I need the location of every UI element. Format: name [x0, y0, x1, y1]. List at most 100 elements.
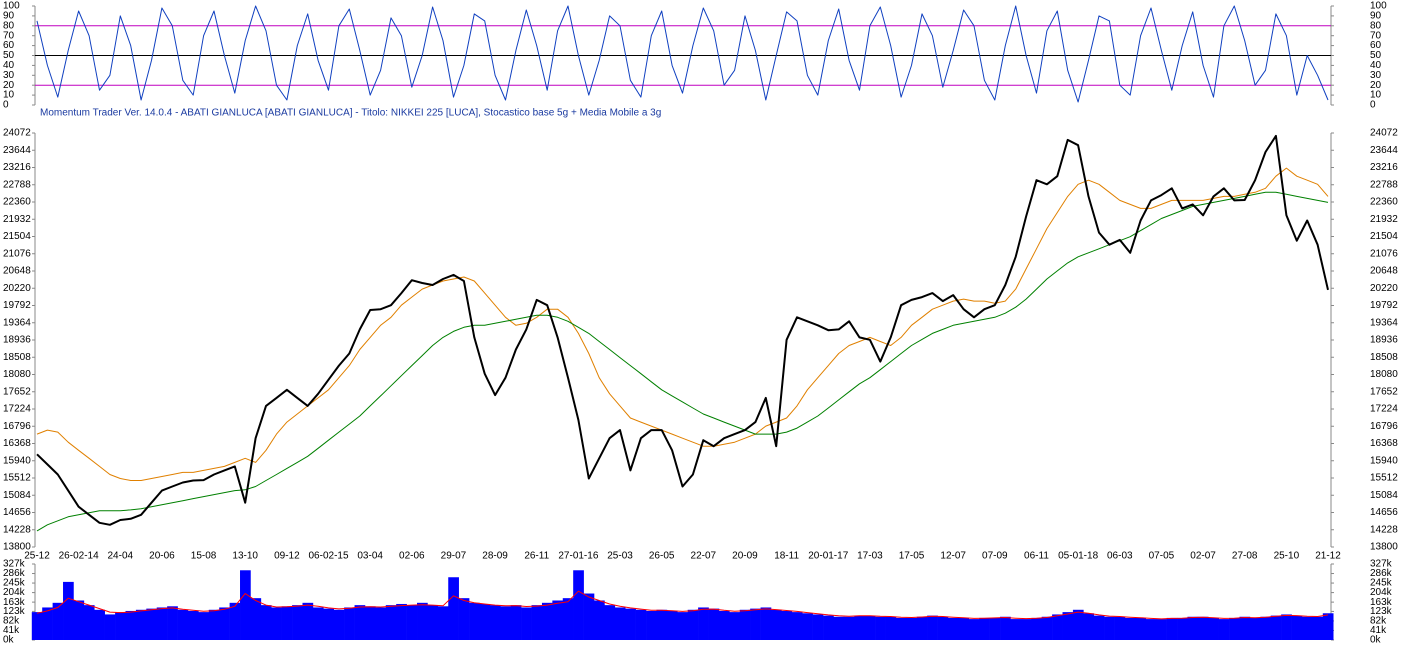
x-tick-label: 26-11 [524, 551, 549, 562]
y-tick-label: 18936 [3, 335, 31, 346]
x-tick-label: 25-12 [24, 551, 50, 562]
volume-bar [1281, 614, 1292, 640]
volume-bar [1062, 612, 1074, 640]
volume-bar [947, 617, 959, 640]
volume-bar [156, 607, 168, 640]
x-tick-label: 03-04 [357, 551, 383, 562]
volume-bar [687, 609, 699, 640]
y-tick-label: 245k [3, 578, 26, 589]
volume-bar [1135, 617, 1147, 640]
y-tick-label: 204k [3, 587, 26, 598]
volume-bar [958, 617, 970, 640]
y-tick-label: 0k [3, 635, 15, 645]
x-tick-label: 24-04 [108, 551, 134, 562]
x-tick-label: 15-08 [191, 551, 217, 562]
y-tick-label: 245k [1370, 578, 1393, 589]
volume-bar [708, 608, 720, 640]
volume-bar [1260, 616, 1272, 640]
y-tick-label: 16796 [3, 421, 31, 432]
volume-bar [562, 598, 574, 640]
volume-bar [1187, 616, 1199, 640]
y-tick-label: 15512 [1370, 473, 1398, 484]
y-tick-label: 24072 [1370, 128, 1398, 139]
y-tick-label: 80 [3, 20, 15, 31]
volume-bar [94, 609, 105, 640]
y-tick-label: 20648 [3, 266, 31, 277]
volume-bar [250, 598, 262, 640]
y-tick-label: 70 [1370, 30, 1382, 41]
volume-bar [489, 605, 501, 640]
x-tick-label: 17-05 [899, 551, 925, 562]
y-tick-label: 19364 [3, 317, 31, 328]
volume-bar [292, 605, 303, 640]
volume-bar [385, 605, 397, 640]
volume-bar [1145, 619, 1157, 640]
y-tick-label: 14228 [3, 524, 31, 535]
x-tick-label: 25-10 [1274, 551, 1300, 562]
x-tick-label: 05-01-18 [1058, 551, 1098, 562]
volume-bar [458, 598, 470, 640]
volume-bar [989, 617, 1001, 640]
x-tick-label: 26-02-14 [59, 551, 99, 562]
volume-bar [791, 612, 803, 640]
x-tick-label: 07-05 [1149, 551, 1175, 562]
y-tick-label: 123k [3, 606, 26, 617]
y-tick-label: 16796 [1370, 421, 1398, 432]
volume-bar [833, 616, 845, 640]
volume-bar [1249, 617, 1261, 640]
volume-bar [937, 616, 949, 640]
y-tick-label: 15084 [3, 490, 31, 501]
volume-bar [187, 610, 199, 640]
volume-bar [1083, 613, 1095, 640]
volume-bar [146, 608, 158, 640]
volume-bar [854, 615, 865, 640]
volume-bar [396, 603, 407, 640]
volume-bar [521, 607, 532, 640]
x-tick-label: 22-07 [691, 551, 717, 562]
volume-bar [73, 600, 85, 640]
volume-bar [802, 613, 813, 640]
volume-bar [417, 602, 428, 640]
volume-bar [312, 607, 324, 640]
caption: Momentum Trader Ver. 14.0.4 - ABATI GIAN… [40, 108, 661, 119]
y-tick-label: 20 [1370, 80, 1382, 91]
y-tick-label: 23644 [3, 145, 31, 156]
y-tick-label: 15940 [1370, 455, 1398, 466]
y-tick-label: 20220 [3, 283, 31, 294]
volume-bar [125, 610, 137, 640]
volume-bar [718, 610, 730, 640]
volume-bar [864, 615, 876, 640]
x-tick-label: 28-09 [482, 551, 508, 562]
volume-bar [1197, 616, 1209, 640]
x-tick-label: 02-07 [1190, 551, 1216, 562]
volume-bar [260, 605, 272, 640]
volume-bar [208, 609, 220, 640]
volume-bar [1031, 617, 1042, 640]
y-tick-label: 13800 [1370, 542, 1398, 553]
x-tick-label: 29-07 [441, 551, 467, 562]
y-tick-label: 0k [1370, 635, 1382, 645]
volume-bar [135, 609, 147, 640]
volume-bar [823, 615, 834, 640]
volume-bar [1239, 616, 1251, 640]
y-tick-label: 80 [1370, 20, 1382, 31]
volume-bar [115, 612, 126, 640]
y-tick-label: 163k [3, 597, 26, 608]
volume-bar [625, 608, 636, 640]
volume-bar [1020, 619, 1032, 640]
volume-bar [510, 605, 522, 640]
y-tick-label: 204k [1370, 587, 1393, 598]
y-tick-label: 22788 [3, 179, 31, 190]
volume-bar [906, 617, 918, 640]
volume-bar [875, 616, 886, 640]
y-tick-label: 20220 [1370, 283, 1398, 294]
volume-bar [594, 600, 605, 640]
volume-bar [614, 607, 626, 640]
y-tick-label: 327k [1370, 559, 1393, 570]
volume-bar [333, 609, 345, 640]
y-tick-label: 70 [3, 30, 15, 41]
y-tick-label: 10 [3, 90, 15, 101]
x-tick-label: 06-11 [1024, 551, 1049, 562]
volume-bar [843, 616, 855, 640]
